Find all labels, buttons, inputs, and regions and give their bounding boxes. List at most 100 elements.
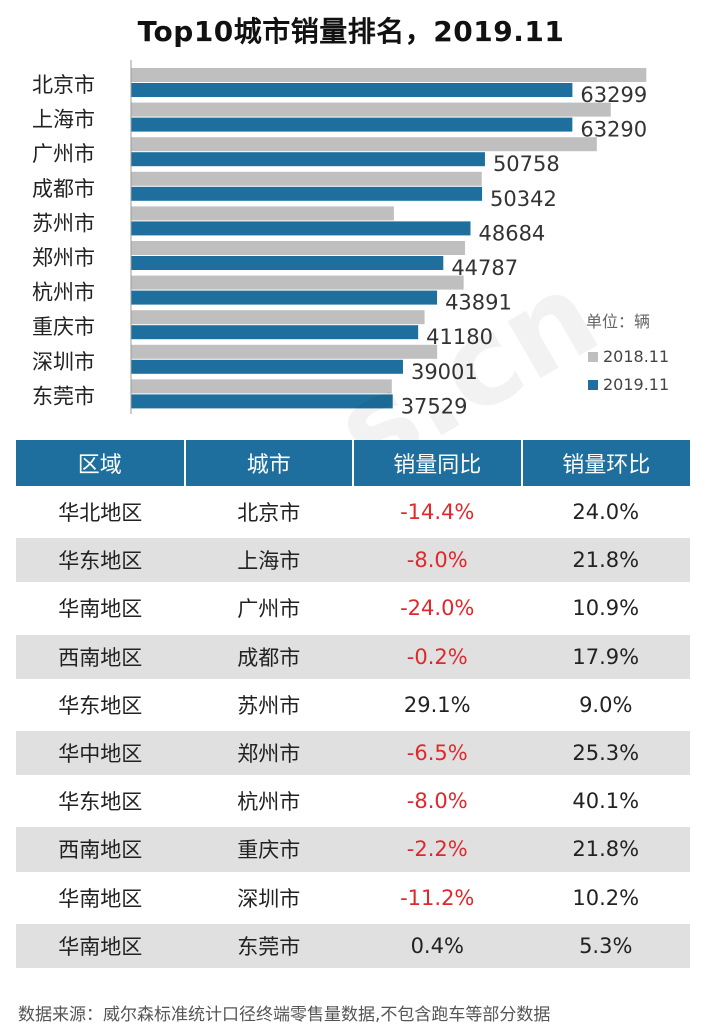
- data-label: 39001: [411, 360, 478, 384]
- table-cell: 上海市: [184, 534, 353, 585]
- table-body: 华北地区 北京市 -14.4% 24.0% 华东地区 上海市 -8.0% 21.8% 华南地区广…: [16, 485, 690, 968]
- table-row: 华中地区 郑州市 -6.5% 25.3%: [16, 726, 690, 778]
- bar-2018: [131, 379, 392, 394]
- data-label: 41180: [426, 325, 493, 349]
- legend-label: 2018.11: [603, 347, 669, 366]
- table-row: 西南地区 重庆市 -2.2% 21.8%: [16, 823, 690, 874]
- bar-2019: [131, 359, 403, 374]
- table-cell: 苏州市: [184, 678, 353, 729]
- data-label: 48684: [478, 221, 545, 245]
- table-row: 西南地区 成都市 -0.2% 17.9%: [16, 630, 690, 681]
- data-label: 43891: [445, 291, 512, 315]
- table-cell: 华南地区: [16, 871, 185, 922]
- bar-2018: [131, 275, 464, 290]
- table-cell: -6.5%: [353, 726, 522, 778]
- column-header: 区域: [16, 440, 186, 488]
- unit-label: 单位：辆: [586, 312, 650, 331]
- table-cell: -14.4%: [353, 485, 522, 537]
- category-label: 上海市: [32, 108, 95, 132]
- table-cell: 杭州市: [184, 775, 353, 826]
- bar-2018: [131, 206, 394, 221]
- bar-2019: [131, 152, 485, 167]
- table-row: 华南地区 深圳市 -11.2% 10.2%: [16, 871, 690, 922]
- bar-2018: [131, 310, 425, 325]
- table-cell: 10.9%: [521, 582, 690, 633]
- category-label: 广州市: [32, 142, 95, 166]
- category-label: 郑州市: [32, 246, 95, 270]
- table-cell: 0.4%: [353, 919, 522, 968]
- category-label: 深圳市: [32, 350, 95, 374]
- data-table: 区域 城市 销量同比 销量环比 华北地区 北京市 -14.4% 24.0% 华东地区 上海市 -8…: [16, 440, 690, 968]
- column-header: 销量同比: [353, 440, 523, 488]
- table-cell: 21.8%: [521, 534, 690, 585]
- table-cell: 华东地区: [16, 678, 185, 729]
- table-cell: -8.0%: [353, 775, 522, 826]
- chart-title: Top10城市销量排名，2019.11: [137, 15, 565, 48]
- category-label: 苏州市: [32, 211, 95, 235]
- bar-2019: [131, 117, 573, 132]
- table-cell: 郑州市: [184, 726, 353, 778]
- table-cell: 华中地区: [16, 726, 185, 778]
- table-cell: -0.2%: [353, 630, 522, 681]
- table-cell: 东莞市: [184, 919, 353, 968]
- data-label: 50758: [493, 152, 560, 176]
- table-cell: -24.0%: [353, 582, 522, 633]
- legend-label: 2019.11: [603, 375, 669, 394]
- bar-2018: [131, 68, 647, 82]
- table-cell: 重庆市: [184, 823, 353, 874]
- table-row: 华南地区 广州市 -24.0% 10.9%: [16, 582, 690, 633]
- category-label: 东莞市: [32, 384, 95, 408]
- table-row: 华南地区 东莞市 0.4% 5.3%: [16, 919, 690, 968]
- table-cell: 西南地区: [16, 823, 185, 874]
- table-cell: 北京市: [184, 485, 353, 537]
- table-row: 华东地区 杭州市 -8.0% 40.1%: [16, 775, 690, 826]
- column-header: 城市: [184, 440, 354, 488]
- table-cell: 24.0%: [521, 485, 690, 537]
- table-header-row: 区域 城市 销量同比 销量环比: [16, 440, 690, 488]
- table-cell: 华东地区: [16, 534, 185, 585]
- category-label: 成都市: [32, 177, 95, 201]
- bar-2018: [131, 102, 611, 117]
- table-cell: -2.2%: [353, 823, 522, 874]
- table-cell: 成都市: [184, 630, 353, 681]
- table-cell: 40.1%: [521, 775, 690, 826]
- table-cell: 25.3%: [521, 726, 690, 778]
- table-cell: 深圳市: [184, 871, 353, 922]
- bar-2018: [131, 344, 438, 359]
- table-cell: 华北地区: [16, 485, 185, 537]
- source-note: 数据来源：威尔森标准统计口径终端零售量数据,不包含跑车等部分数据: [18, 1005, 551, 1025]
- bar-2019: [131, 186, 483, 201]
- data-label: 50342: [490, 187, 557, 211]
- table-cell: 17.9%: [521, 630, 690, 681]
- bar-2019: [131, 221, 471, 236]
- table-cell: 21.8%: [521, 823, 690, 874]
- bar-2018: [131, 137, 597, 152]
- table-cell: 5.3%: [521, 919, 690, 968]
- bar-2019: [131, 83, 573, 97]
- table-cell: 29.1%: [353, 678, 522, 729]
- legend-swatch: [588, 352, 598, 362]
- category-label: 杭州市: [32, 281, 95, 305]
- table-cell: 西南地区: [16, 630, 185, 681]
- table-cell: -11.2%: [353, 871, 522, 922]
- bar-2019: [131, 256, 444, 270]
- legend-swatch: [588, 380, 598, 390]
- table-cell: 华东地区: [16, 775, 185, 826]
- table-cell: 广州市: [184, 582, 353, 633]
- table-row: 华东地区 苏州市 29.1% 9.0%: [16, 678, 690, 729]
- category-label: 北京市: [32, 73, 95, 97]
- bar-2018: [131, 171, 482, 186]
- table-cell: 9.0%: [521, 678, 690, 729]
- bar-2019: [131, 325, 419, 340]
- category-label: 重庆市: [32, 315, 95, 339]
- table-row: 华北地区 北京市 -14.4% 24.0%: [16, 485, 690, 537]
- column-header: 销量环比: [521, 440, 690, 488]
- table-row: 华东地区 上海市 -8.0% 21.8%: [16, 534, 690, 585]
- table-cell: 10.2%: [521, 871, 690, 922]
- data-label: 37529: [401, 394, 468, 418]
- bar-2019: [131, 394, 393, 409]
- bar-2019: [131, 290, 438, 305]
- table-cell: 华南地区: [16, 919, 185, 968]
- table-cell: -8.0%: [353, 534, 522, 585]
